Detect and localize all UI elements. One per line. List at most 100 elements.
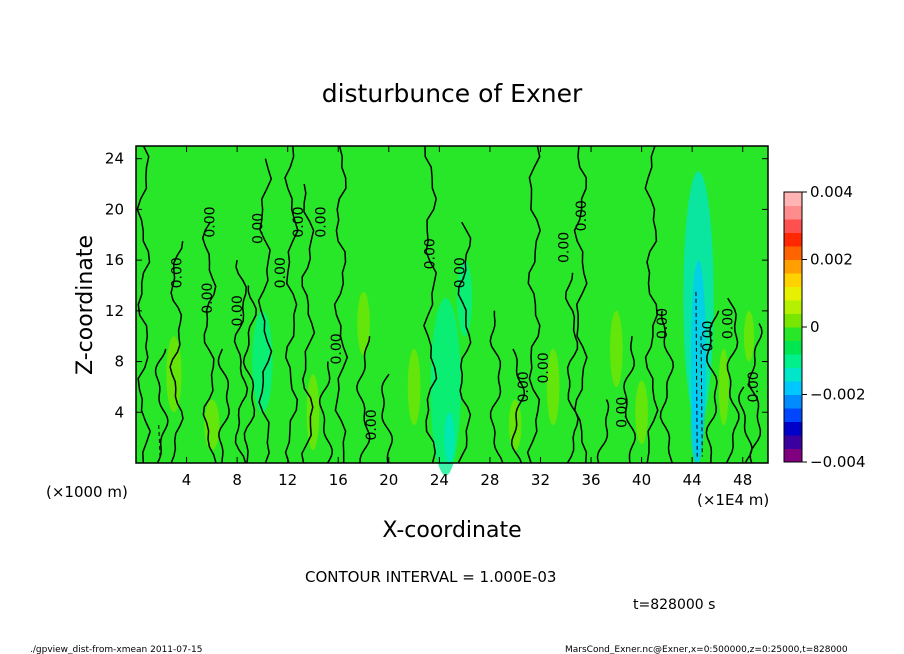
x-tick-label: 36	[581, 471, 600, 489]
colorbar-swatch	[784, 367, 802, 382]
field-blob	[610, 310, 623, 387]
contour-line	[154, 348, 169, 464]
field-blob	[718, 348, 729, 425]
colorbar-swatch	[784, 421, 802, 436]
y-tick-label: 16	[105, 251, 124, 269]
plot-frame	[135, 145, 769, 464]
contour-line	[644, 145, 659, 464]
field-blob	[457, 260, 473, 337]
x-tick-label: 8	[232, 471, 242, 489]
contour-line	[596, 399, 610, 464]
contour-label: 0.00	[202, 206, 218, 237]
colorbar-swatch	[784, 408, 802, 422]
x-tick-label: 20	[379, 471, 398, 489]
y-tick-label: 4	[114, 403, 124, 421]
field-blob	[444, 412, 455, 464]
footer-right: MarsCond_Exner.nc@Exner,x=0:500000,z=0:2…	[565, 645, 848, 654]
contour-line	[242, 285, 257, 464]
colorbar-tick-label: 0	[810, 318, 820, 336]
contour-label: 0.00	[655, 308, 671, 339]
contour-label: 0.00	[536, 352, 552, 383]
contour-line	[725, 297, 740, 464]
x-unit-left: (×1000 m)	[46, 483, 128, 501]
colorbar-ticks: 0.004 0.002 0 −0.002 −0.004	[802, 183, 866, 471]
negative-contour-line	[158, 424, 161, 457]
x-tick-label: 32	[531, 471, 550, 489]
colorbar-swatch	[784, 354, 802, 368]
x-unit-right: (×1E4 m)	[697, 491, 769, 509]
contour-line	[284, 145, 299, 464]
x-tick-label: 16	[329, 471, 348, 489]
contour-line	[257, 158, 273, 464]
colorbar-swatch	[784, 232, 802, 247]
y-tick-label: 24	[105, 150, 124, 168]
colorbar-swatch	[784, 340, 802, 355]
colorbar-swatch	[784, 300, 802, 314]
field-blob	[635, 380, 648, 444]
footer-left: ./gpview_dist-from-xmean 2011-07-15	[30, 645, 202, 654]
contour-label: 0.00	[314, 206, 330, 237]
colorbar	[784, 192, 802, 463]
colorbar-swatch	[784, 205, 802, 220]
x-tick-label: 24	[430, 471, 449, 489]
x-axis: 4 8 12 16 20 24 28 32 36 40 44 48	[182, 146, 752, 489]
contour-line	[623, 336, 637, 464]
contour-line	[381, 373, 394, 464]
colorbar-swatch	[784, 273, 802, 287]
contour-interval-note: CONTOUR INTERVAL = 1.000E-03	[305, 568, 556, 586]
colorbar-swatch	[784, 219, 802, 233]
colorbar-swatch	[784, 394, 802, 409]
contour-line	[201, 221, 217, 464]
colorbar-tick-label: 0.004	[810, 183, 853, 201]
x-axis-label: X-coordinate	[382, 518, 521, 543]
colorbar-tick-label: −0.004	[810, 453, 866, 471]
colorbar-swatch	[784, 192, 802, 206]
contour-line	[659, 310, 675, 464]
contour-label: 0.00	[453, 257, 469, 288]
contour-line	[705, 310, 720, 463]
contour-line	[564, 272, 579, 464]
x-tick-label: 44	[683, 471, 702, 489]
y-axis: 4 8 12 16 20 24	[105, 150, 768, 421]
contour-line	[233, 259, 249, 464]
contour-label: 0.00	[273, 257, 289, 288]
field-blob	[508, 399, 522, 451]
negative-contour-line	[700, 336, 703, 457]
field-blob	[690, 386, 702, 463]
contour-line	[510, 348, 526, 464]
contour-label: 0.00	[556, 232, 572, 263]
contour-label: 0.00	[700, 321, 716, 352]
contour-line	[748, 323, 763, 464]
contour-label: 0.00	[170, 257, 186, 288]
contour-label: 0.00	[364, 409, 380, 440]
field-blob	[407, 348, 421, 425]
colorbar-swatch	[784, 327, 802, 341]
colorbar-swatch	[784, 313, 802, 328]
contour-line	[423, 145, 438, 464]
field-blob	[252, 310, 273, 413]
contour-line	[526, 145, 541, 464]
contour-label-layer: 0.000.000.000.000.000.00 0.000.000.000.00…	[170, 200, 762, 440]
contour-line	[738, 386, 753, 464]
y-axis-label: Z-coordinate	[73, 235, 98, 375]
chart-title: disturbunce of Exner	[322, 79, 583, 108]
contour-line-layer	[136, 145, 763, 464]
contour-line	[333, 145, 349, 463]
field-blob	[546, 348, 560, 425]
field-blob	[743, 310, 755, 362]
contour-label: 0.00	[574, 200, 590, 231]
x-tick-label: 12	[278, 471, 297, 489]
contour-fill-layer	[166, 171, 755, 476]
contour-line	[301, 183, 316, 464]
x-tick-label: 4	[182, 471, 192, 489]
contour-label: 0.00	[614, 397, 630, 428]
contour-label: 0.00	[230, 295, 246, 326]
y-tick-label: 12	[105, 302, 124, 320]
contour-label: 0.00	[250, 213, 266, 244]
contour-line	[318, 361, 333, 464]
contour-line	[573, 145, 588, 464]
contour-line	[217, 348, 230, 464]
contour-line	[136, 145, 152, 464]
contour-line	[457, 221, 472, 464]
